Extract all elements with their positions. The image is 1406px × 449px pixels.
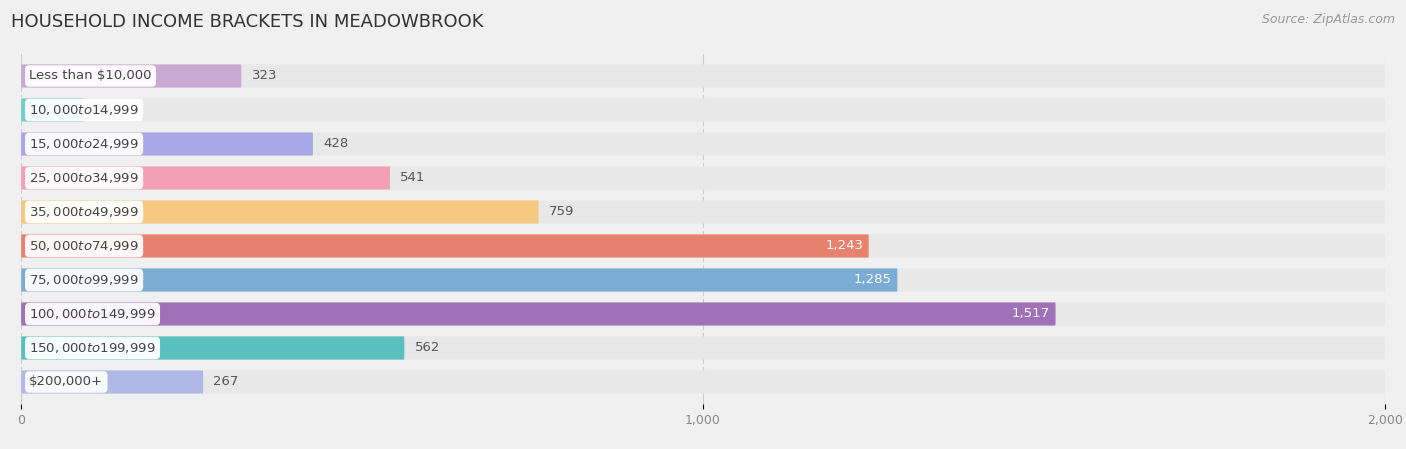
FancyBboxPatch shape xyxy=(21,98,83,122)
Text: 759: 759 xyxy=(548,206,574,219)
FancyBboxPatch shape xyxy=(21,167,389,189)
Text: Less than $10,000: Less than $10,000 xyxy=(30,70,152,83)
Text: $50,000 to $74,999: $50,000 to $74,999 xyxy=(30,239,139,253)
FancyBboxPatch shape xyxy=(21,132,314,155)
Text: 541: 541 xyxy=(401,172,426,185)
FancyBboxPatch shape xyxy=(21,132,1385,155)
Text: 428: 428 xyxy=(323,137,349,150)
FancyBboxPatch shape xyxy=(21,336,1385,360)
Text: 1,517: 1,517 xyxy=(1012,308,1050,321)
Text: 323: 323 xyxy=(252,70,277,83)
FancyBboxPatch shape xyxy=(21,303,1385,326)
Text: 1,243: 1,243 xyxy=(825,239,863,252)
FancyBboxPatch shape xyxy=(21,234,1385,258)
FancyBboxPatch shape xyxy=(21,200,538,224)
FancyBboxPatch shape xyxy=(21,269,1385,291)
FancyBboxPatch shape xyxy=(21,370,202,394)
FancyBboxPatch shape xyxy=(21,98,1385,122)
Text: $35,000 to $49,999: $35,000 to $49,999 xyxy=(30,205,139,219)
Text: $150,000 to $199,999: $150,000 to $199,999 xyxy=(30,341,156,355)
Text: $10,000 to $14,999: $10,000 to $14,999 xyxy=(30,103,139,117)
FancyBboxPatch shape xyxy=(21,269,897,291)
FancyBboxPatch shape xyxy=(21,167,1385,189)
FancyBboxPatch shape xyxy=(21,200,1385,224)
Text: $200,000+: $200,000+ xyxy=(30,375,103,388)
Text: $25,000 to $34,999: $25,000 to $34,999 xyxy=(30,171,139,185)
FancyBboxPatch shape xyxy=(21,303,1056,326)
Text: $75,000 to $99,999: $75,000 to $99,999 xyxy=(30,273,139,287)
FancyBboxPatch shape xyxy=(21,64,242,88)
Text: $15,000 to $24,999: $15,000 to $24,999 xyxy=(30,137,139,151)
Text: HOUSEHOLD INCOME BRACKETS IN MEADOWBROOK: HOUSEHOLD INCOME BRACKETS IN MEADOWBROOK xyxy=(11,13,484,31)
FancyBboxPatch shape xyxy=(21,234,869,258)
Text: 267: 267 xyxy=(214,375,239,388)
Text: Source: ZipAtlas.com: Source: ZipAtlas.com xyxy=(1261,13,1395,26)
Text: 562: 562 xyxy=(415,342,440,355)
FancyBboxPatch shape xyxy=(21,370,1385,394)
Text: 1,285: 1,285 xyxy=(853,273,891,286)
FancyBboxPatch shape xyxy=(21,336,405,360)
FancyBboxPatch shape xyxy=(21,64,1385,88)
Text: 91: 91 xyxy=(93,103,110,116)
Text: $100,000 to $149,999: $100,000 to $149,999 xyxy=(30,307,156,321)
